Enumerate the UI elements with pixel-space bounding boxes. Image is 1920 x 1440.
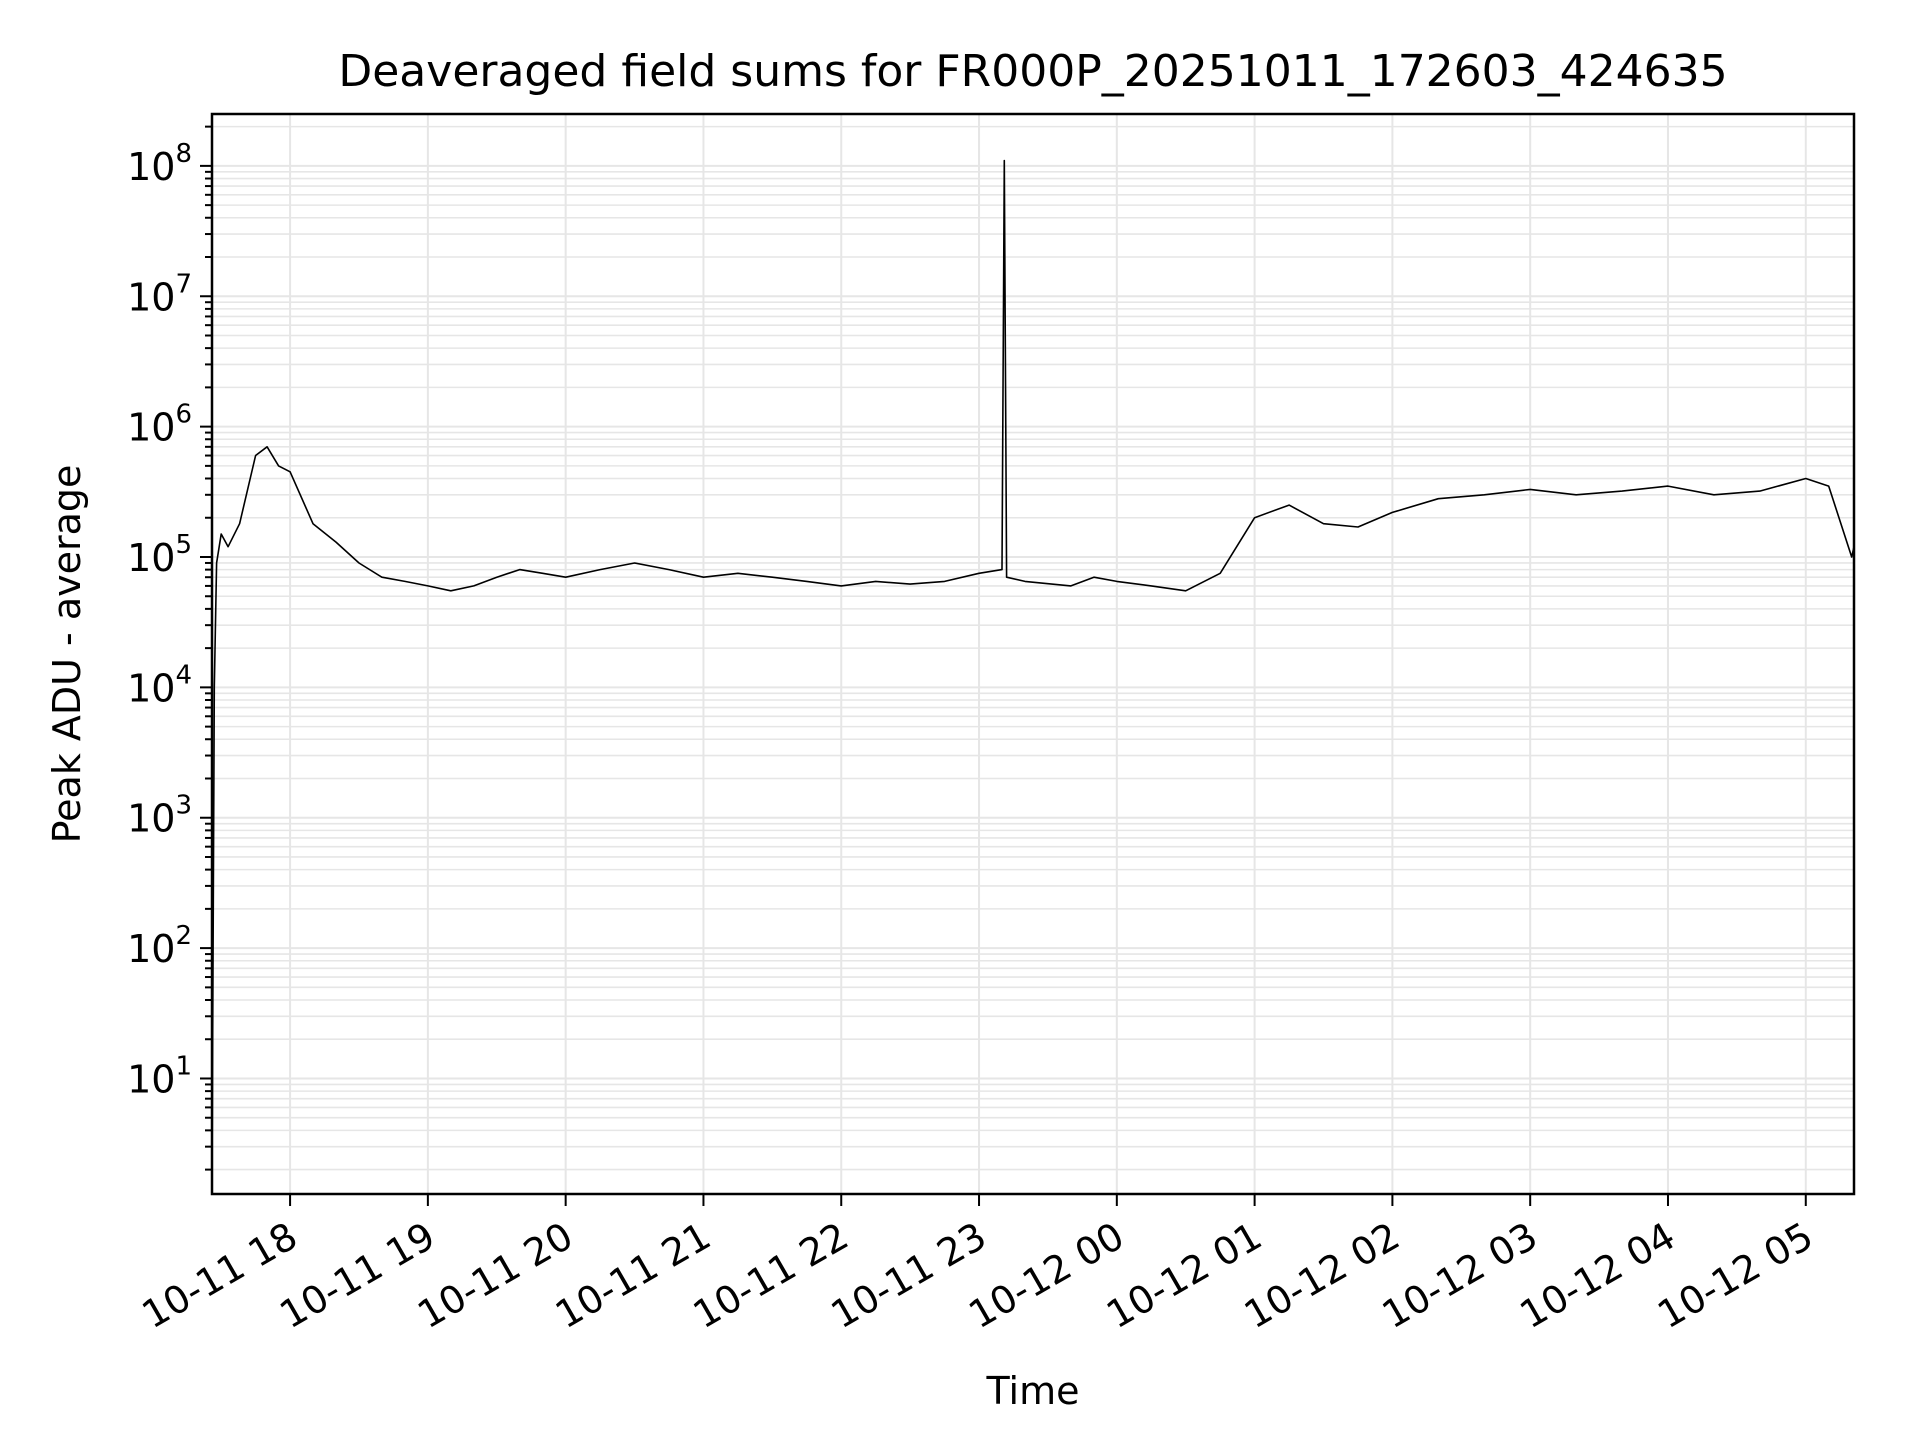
y-tick-base: 10 — [127, 666, 175, 710]
y-tick-label: 102 — [127, 921, 192, 971]
x-tick-label: 10-11 21 — [548, 1214, 718, 1338]
x-axis-label: Time — [986, 1369, 1080, 1413]
series-layer — [211, 159, 1855, 1186]
chart-title: Deaveraged field sums for FR000P_2025101… — [338, 46, 1727, 97]
y-tick-label: 105 — [127, 530, 192, 580]
y-tick-exponent: 2 — [175, 921, 192, 951]
grid — [212, 114, 1854, 1194]
x-tick-label: 10-12 04 — [1513, 1214, 1683, 1338]
x-tick-label: 10-11 23 — [824, 1214, 994, 1338]
y-tick-base: 10 — [127, 145, 175, 189]
y-tick-exponent: 3 — [175, 791, 192, 821]
y-tick-exponent: 8 — [175, 139, 192, 169]
y-tick-label: 104 — [127, 660, 192, 710]
x-tick-label: 10-11 22 — [686, 1214, 856, 1338]
x-tick-label: 10-12 00 — [961, 1214, 1131, 1338]
x-tick-label: 10-11 20 — [410, 1214, 580, 1338]
y-tick-exponent: 7 — [175, 269, 192, 299]
y-tick-label: 106 — [127, 400, 192, 450]
x-tick-label: 10-12 05 — [1650, 1214, 1820, 1338]
y-tick-exponent: 1 — [175, 1051, 192, 1081]
plot-frame — [210, 112, 1856, 1196]
y-tick-label: 101 — [127, 1051, 192, 1101]
y-tick-base: 10 — [127, 1057, 175, 1101]
x-tick-label: 10-12 03 — [1375, 1214, 1545, 1338]
x-tick-label: 10-12 02 — [1237, 1214, 1407, 1338]
y-tick-base: 10 — [127, 797, 175, 841]
y-tick-exponent: 5 — [175, 530, 192, 560]
y-tick-label: 103 — [127, 791, 192, 841]
series-line — [211, 159, 1855, 1186]
x-tick-label: 10-11 18 — [135, 1214, 305, 1338]
y-tick-label: 108 — [127, 139, 192, 189]
y-tick-base: 10 — [127, 536, 175, 580]
y-tick-base: 10 — [127, 927, 175, 971]
x-tick-label: 10-12 01 — [1099, 1214, 1269, 1338]
y-axis-label: Peak ADU - average — [45, 465, 89, 844]
y-tick-exponent: 4 — [175, 660, 192, 690]
y-tick-base: 10 — [127, 275, 175, 319]
y-tick-exponent: 6 — [175, 400, 192, 430]
y-tick-base: 10 — [127, 406, 175, 450]
x-tick-label: 10-11 19 — [272, 1214, 442, 1338]
y-tick-label: 107 — [127, 269, 192, 319]
